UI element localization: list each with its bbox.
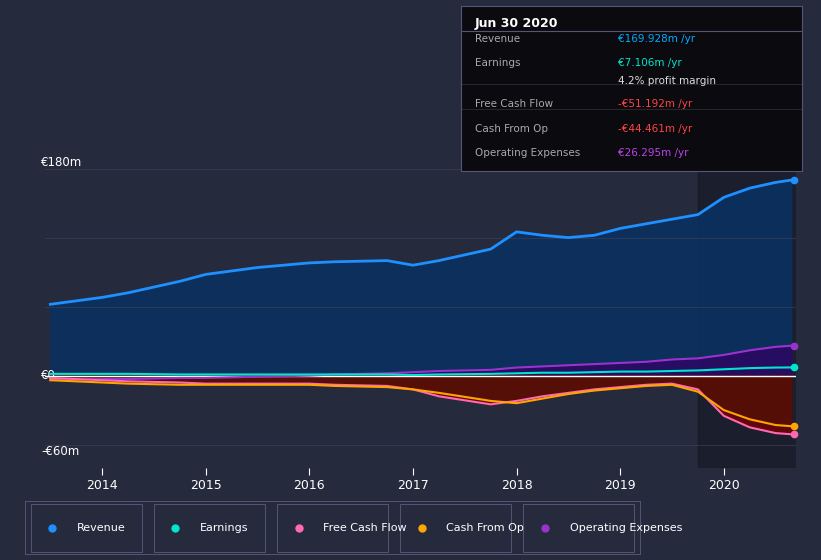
Text: -€60m: -€60m [41, 445, 80, 458]
Text: 4.2% profit margin: 4.2% profit margin [618, 76, 716, 86]
Text: Operating Expenses: Operating Expenses [570, 523, 682, 533]
Text: Free Cash Flow: Free Cash Flow [323, 523, 407, 533]
Text: Revenue: Revenue [77, 523, 126, 533]
Bar [698, 146, 801, 468]
Bar [31, 504, 142, 552]
Text: €169.928m /yr: €169.928m /yr [618, 34, 695, 44]
Text: €180m: €180m [41, 156, 83, 169]
Text: -€51.192m /yr: -€51.192m /yr [618, 99, 692, 109]
Text: Earnings: Earnings [475, 58, 521, 68]
Bar [401, 504, 511, 552]
Bar [524, 504, 635, 552]
Text: Free Cash Flow: Free Cash Flow [475, 99, 553, 109]
Bar [277, 504, 388, 552]
Text: -€44.461m /yr: -€44.461m /yr [618, 124, 692, 134]
Text: €26.295m /yr: €26.295m /yr [618, 148, 689, 158]
Text: €7.106m /yr: €7.106m /yr [618, 58, 682, 68]
Text: €0: €0 [41, 369, 57, 382]
Text: Cash From Op: Cash From Op [447, 523, 525, 533]
Bar [154, 504, 264, 552]
Text: Revenue: Revenue [475, 34, 521, 44]
Text: Cash From Op: Cash From Op [475, 124, 548, 134]
Text: Earnings: Earnings [200, 523, 249, 533]
Text: Jun 30 2020: Jun 30 2020 [475, 17, 558, 30]
Text: Operating Expenses: Operating Expenses [475, 148, 580, 158]
